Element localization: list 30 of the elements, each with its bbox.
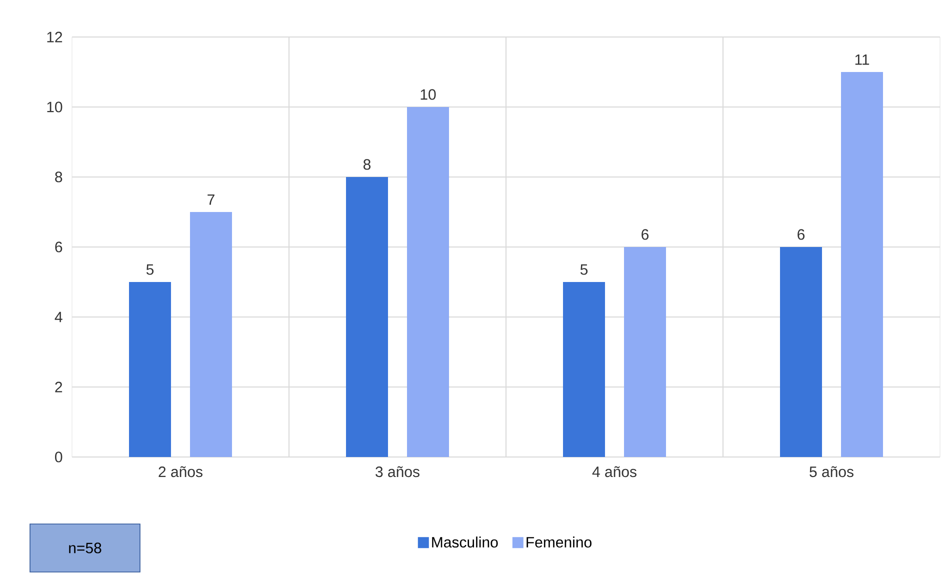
bar [407, 106, 450, 457]
data-label: 10 [420, 89, 436, 100]
data-label: 6 [642, 229, 649, 240]
x-tick-label: 5 años [810, 466, 854, 478]
bar [780, 247, 822, 457]
data-label: 5 [580, 264, 588, 275]
bar [563, 282, 606, 457]
x-tick-label: 4 años [592, 466, 636, 478]
y-tick-label: 10 [47, 102, 62, 112]
y-tick-label: 12 [47, 32, 62, 42]
data-label: 8 [363, 159, 371, 170]
y-tick-label: 6 [55, 242, 62, 252]
data-label: 11 [855, 54, 870, 65]
bar [841, 72, 884, 457]
x-tick-label: 2 años [158, 466, 202, 478]
legend-label: Femenino [526, 536, 592, 548]
bar [624, 247, 666, 457]
text: n=58 [69, 542, 102, 554]
x-tick-label: 3 años [376, 466, 420, 478]
bar [346, 176, 388, 457]
y-tick-label: 2 [55, 382, 62, 392]
y-tick-label: 8 [55, 172, 62, 182]
y-tick-label: 0 [55, 452, 62, 462]
legend-label: Masculino [432, 536, 498, 548]
data-label: 6 [798, 229, 805, 240]
y-tick-label: 4 [54, 312, 62, 322]
data-label: 7 [208, 194, 214, 205]
bar [129, 282, 172, 457]
bar [190, 212, 232, 457]
data-label: 5 [146, 264, 154, 275]
